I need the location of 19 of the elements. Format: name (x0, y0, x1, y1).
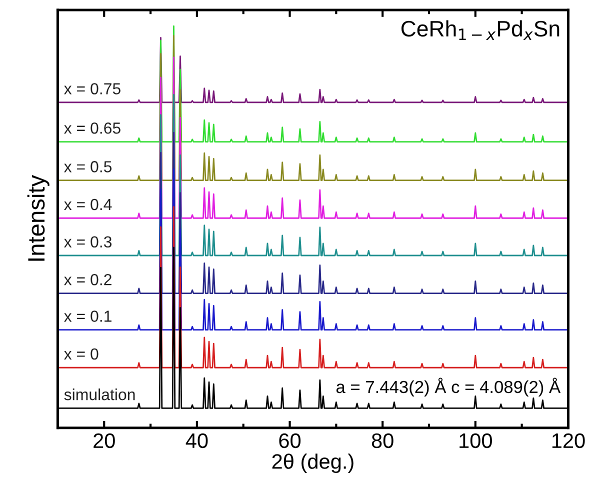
x-tick-label: 40 (186, 433, 208, 448)
series-label: x = 0.75 (64, 83, 120, 94)
series-label: x = 0.2 (64, 274, 112, 286)
series-label: x = 0.65 (64, 122, 120, 134)
series-label: x = 0.3 (64, 236, 112, 248)
x-tick-label: 100 (460, 433, 492, 448)
x-tick-label: 120 (552, 433, 585, 448)
annotation: a = 7.443(2) Å c = 4.089(2) Å (336, 378, 561, 397)
x-tick-label: 20 (94, 433, 115, 448)
series-label: x = 0 (64, 348, 98, 360)
series-label: simulation (64, 388, 135, 400)
series-label: x = 0.1 (64, 310, 112, 322)
x-tick-label: 80 (372, 433, 394, 448)
x-axis-title: 2θ (deg.) (272, 454, 354, 474)
series-label: x = 0.5 (64, 161, 112, 172)
chart-title: CeRh$_{1−x}$Pd$_{x}$Sn (401, 20, 560, 40)
x-tick-label: 60 (279, 433, 301, 448)
y-axis-title: Intensity (27, 175, 50, 261)
series-label: x = 0.4 (64, 198, 112, 210)
